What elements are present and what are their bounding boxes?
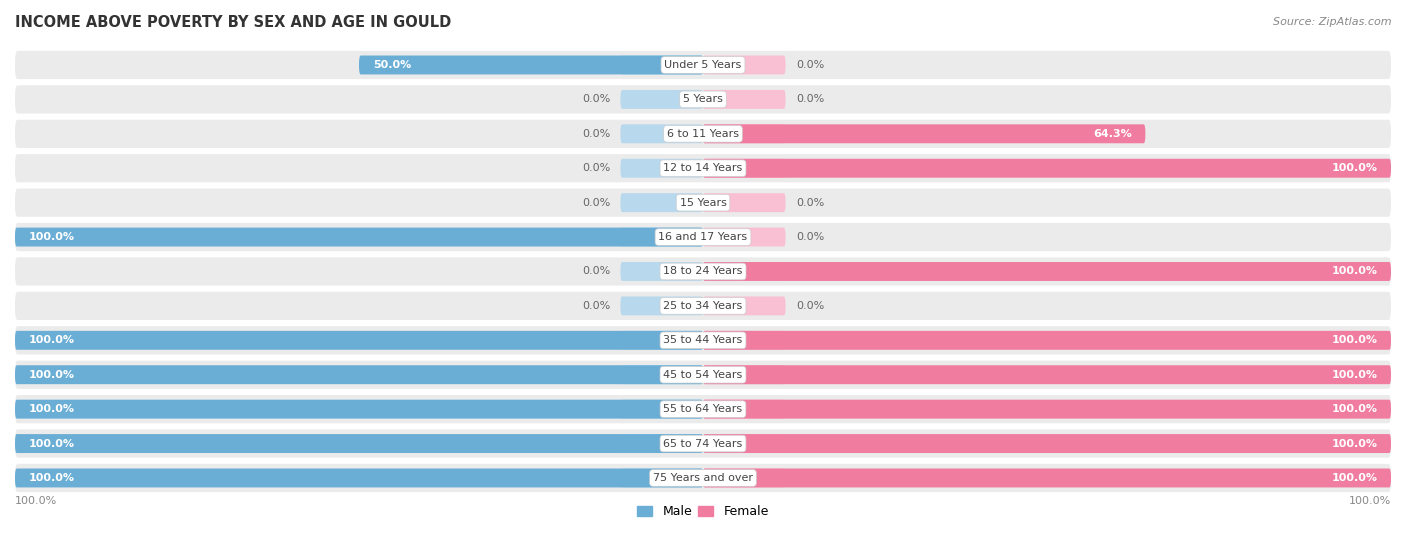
FancyBboxPatch shape <box>703 400 1391 419</box>
Text: 0.0%: 0.0% <box>796 198 824 207</box>
FancyBboxPatch shape <box>15 120 1391 148</box>
FancyBboxPatch shape <box>15 400 703 419</box>
FancyBboxPatch shape <box>703 365 1391 384</box>
Text: 100.0%: 100.0% <box>1331 335 1378 345</box>
Text: 50.0%: 50.0% <box>373 60 411 70</box>
Text: 0.0%: 0.0% <box>582 301 610 311</box>
Text: 45 to 54 Years: 45 to 54 Years <box>664 369 742 380</box>
FancyBboxPatch shape <box>620 228 703 247</box>
Text: 100.0%: 100.0% <box>15 496 58 506</box>
Text: 75 Years and over: 75 Years and over <box>652 473 754 483</box>
Text: 55 to 64 Years: 55 to 64 Years <box>664 404 742 414</box>
FancyBboxPatch shape <box>359 55 703 74</box>
Text: 100.0%: 100.0% <box>1331 267 1378 277</box>
Text: 12 to 14 Years: 12 to 14 Years <box>664 163 742 173</box>
FancyBboxPatch shape <box>620 468 703 487</box>
FancyBboxPatch shape <box>703 296 786 315</box>
FancyBboxPatch shape <box>15 257 1391 286</box>
FancyBboxPatch shape <box>15 361 1391 389</box>
FancyBboxPatch shape <box>15 331 703 350</box>
FancyBboxPatch shape <box>15 365 703 384</box>
Text: 35 to 44 Years: 35 to 44 Years <box>664 335 742 345</box>
FancyBboxPatch shape <box>703 124 1146 143</box>
FancyBboxPatch shape <box>703 193 786 212</box>
FancyBboxPatch shape <box>703 124 786 143</box>
Text: 0.0%: 0.0% <box>796 232 824 242</box>
Text: 100.0%: 100.0% <box>28 335 75 345</box>
Text: 100.0%: 100.0% <box>28 232 75 242</box>
FancyBboxPatch shape <box>703 331 786 350</box>
FancyBboxPatch shape <box>703 331 1391 350</box>
Text: 100.0%: 100.0% <box>1331 439 1378 448</box>
FancyBboxPatch shape <box>15 326 1391 354</box>
FancyBboxPatch shape <box>620 331 703 350</box>
FancyBboxPatch shape <box>703 434 786 453</box>
Text: 18 to 24 Years: 18 to 24 Years <box>664 267 742 277</box>
FancyBboxPatch shape <box>15 51 1391 79</box>
Text: 100.0%: 100.0% <box>28 369 75 380</box>
FancyBboxPatch shape <box>620 296 703 315</box>
Text: 100.0%: 100.0% <box>28 473 75 483</box>
FancyBboxPatch shape <box>620 400 703 419</box>
FancyBboxPatch shape <box>15 434 703 453</box>
Text: 100.0%: 100.0% <box>28 439 75 448</box>
FancyBboxPatch shape <box>620 124 703 143</box>
FancyBboxPatch shape <box>15 228 703 247</box>
FancyBboxPatch shape <box>620 90 703 109</box>
FancyBboxPatch shape <box>703 159 1391 178</box>
FancyBboxPatch shape <box>703 365 786 384</box>
Text: 65 to 74 Years: 65 to 74 Years <box>664 439 742 448</box>
FancyBboxPatch shape <box>703 55 786 74</box>
Text: 100.0%: 100.0% <box>1331 369 1378 380</box>
FancyBboxPatch shape <box>15 86 1391 113</box>
Text: 0.0%: 0.0% <box>796 301 824 311</box>
FancyBboxPatch shape <box>620 159 703 178</box>
Text: 64.3%: 64.3% <box>1092 129 1132 139</box>
FancyBboxPatch shape <box>703 90 786 109</box>
Text: Source: ZipAtlas.com: Source: ZipAtlas.com <box>1274 17 1392 27</box>
Text: 16 and 17 Years: 16 and 17 Years <box>658 232 748 242</box>
Text: INCOME ABOVE POVERTY BY SEX AND AGE IN GOULD: INCOME ABOVE POVERTY BY SEX AND AGE IN G… <box>15 15 451 30</box>
Text: 0.0%: 0.0% <box>796 60 824 70</box>
FancyBboxPatch shape <box>15 292 1391 320</box>
Text: 6 to 11 Years: 6 to 11 Years <box>666 129 740 139</box>
Text: 100.0%: 100.0% <box>1331 473 1378 483</box>
FancyBboxPatch shape <box>703 159 786 178</box>
FancyBboxPatch shape <box>620 262 703 281</box>
FancyBboxPatch shape <box>15 429 1391 458</box>
Text: 100.0%: 100.0% <box>28 404 75 414</box>
FancyBboxPatch shape <box>620 55 703 74</box>
FancyBboxPatch shape <box>15 395 1391 423</box>
Text: 0.0%: 0.0% <box>582 267 610 277</box>
FancyBboxPatch shape <box>15 464 1391 492</box>
Text: 0.0%: 0.0% <box>582 163 610 173</box>
FancyBboxPatch shape <box>703 434 1391 453</box>
FancyBboxPatch shape <box>703 400 786 419</box>
FancyBboxPatch shape <box>620 193 703 212</box>
FancyBboxPatch shape <box>703 262 1391 281</box>
Text: 0.0%: 0.0% <box>582 129 610 139</box>
FancyBboxPatch shape <box>703 262 786 281</box>
Text: 5 Years: 5 Years <box>683 94 723 105</box>
FancyBboxPatch shape <box>15 188 1391 217</box>
Legend: Male, Female: Male, Female <box>633 500 773 523</box>
Text: 0.0%: 0.0% <box>796 94 824 105</box>
Text: Under 5 Years: Under 5 Years <box>665 60 741 70</box>
FancyBboxPatch shape <box>620 434 703 453</box>
Text: 100.0%: 100.0% <box>1348 496 1391 506</box>
FancyBboxPatch shape <box>15 223 1391 251</box>
Text: 15 Years: 15 Years <box>679 198 727 207</box>
FancyBboxPatch shape <box>703 228 786 247</box>
FancyBboxPatch shape <box>15 154 1391 182</box>
FancyBboxPatch shape <box>15 468 703 487</box>
Text: 0.0%: 0.0% <box>582 198 610 207</box>
FancyBboxPatch shape <box>703 468 786 487</box>
Text: 0.0%: 0.0% <box>582 94 610 105</box>
Text: 25 to 34 Years: 25 to 34 Years <box>664 301 742 311</box>
Text: 100.0%: 100.0% <box>1331 163 1378 173</box>
FancyBboxPatch shape <box>620 365 703 384</box>
Text: 100.0%: 100.0% <box>1331 404 1378 414</box>
FancyBboxPatch shape <box>703 468 1391 487</box>
